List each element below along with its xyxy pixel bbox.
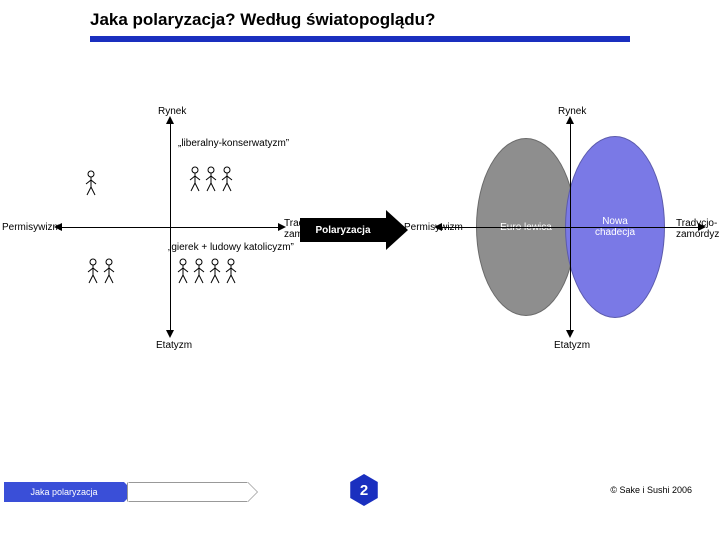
axis-label-bottom: Etatyzm [156, 340, 192, 351]
stick-figure-icon [84, 170, 98, 196]
axis-label-left: Permisywizm [404, 222, 463, 233]
stick-figure-icon [204, 166, 218, 192]
transition-arrow-body: Polaryzacja [300, 218, 386, 242]
diagram-area: Rynek Etatyzm Permisywizm Tradycjo- zamo… [0, 92, 720, 392]
axis-label-right: Tradycjo- zamordyzm [676, 218, 720, 240]
axis-label-bottom: Etatyzm [554, 340, 590, 351]
axis-label-top: Rynek [558, 106, 586, 117]
right-ellipse-chart: Euro lewica Nowa chadecja Rynek Etatyzm … [420, 92, 720, 362]
page-number-badge: 2 [348, 474, 380, 506]
quadrant-label-br: „gierek + ludowy katolicyzm” [168, 242, 294, 253]
arrowhead-icon [166, 116, 174, 124]
title-underline [90, 36, 630, 42]
stick-figure-icon [188, 166, 202, 192]
stick-figure-icon [102, 258, 116, 284]
copyright: © Sake i Sushi 2006 [610, 485, 692, 495]
slide-title: Jaka polaryzacja? Według światopoglądu? [90, 10, 435, 30]
stick-figure-icon [176, 258, 190, 284]
left-chart-x-axis [60, 227, 280, 228]
stick-figure-icon [224, 258, 238, 284]
left-scatter-chart: Rynek Etatyzm Permisywizm Tradycjo- zamo… [0, 92, 340, 362]
breadcrumb-empty [128, 482, 248, 502]
quadrant-label-tr: „liberalny-konserwatyzm” [178, 138, 289, 149]
stick-figure-icon [220, 166, 234, 192]
breadcrumb: Jaka polaryzacja [4, 482, 124, 502]
axis-label-top: Rynek [158, 106, 186, 117]
stick-figure-icon [208, 258, 222, 284]
transition-arrow-label: Polaryzacja [315, 225, 370, 236]
stick-figure-icon [86, 258, 100, 284]
arrowhead-icon [566, 116, 574, 124]
axis-label-left: Permisywizm [2, 222, 61, 233]
stick-figure-icon [192, 258, 206, 284]
footer: Jaka polaryzacja 2 © Sake i Sushi 2006 [0, 480, 720, 504]
right-chart-x-axis [440, 227, 700, 228]
arrowhead-icon [166, 330, 174, 338]
arrowhead-icon [566, 330, 574, 338]
